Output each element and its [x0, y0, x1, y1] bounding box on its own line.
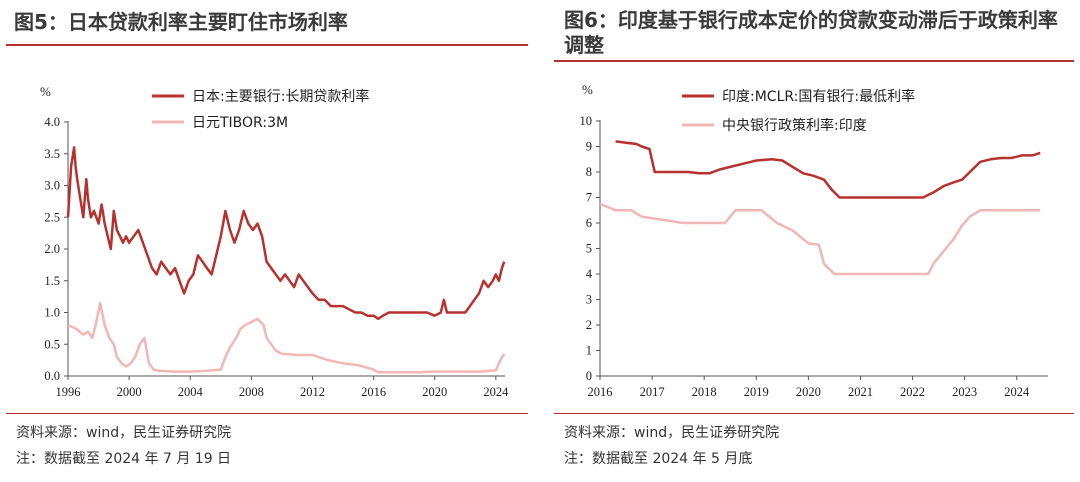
figure-title: 图5：日本贷款利率主要盯住市场利率 [14, 10, 348, 34]
x-tick-label: 2012 [300, 385, 325, 399]
y-tick-label: 2.5 [44, 210, 60, 224]
footer-rule [6, 413, 528, 414]
note-text: 注：数据截至 2024 年 7 月 19 日 [16, 451, 232, 467]
x-tick-label: 1996 [56, 385, 81, 399]
legend-label-0: 日本:主要银行:长期贷款利率 [192, 88, 369, 105]
note-text: 注：数据截至 2024 年 5 月底 [564, 451, 753, 467]
y-tick-label: 3 [586, 293, 592, 307]
series-line-1 [599, 202, 1041, 276]
x-tick-label: 2019 [744, 385, 769, 399]
y-tick-label: 9 [586, 140, 592, 154]
y-tick-label: 6 [586, 216, 592, 230]
y-tick-label: 2.0 [44, 242, 60, 256]
y-tick-label: 2 [586, 318, 592, 332]
x-tick-label: 2016 [588, 385, 613, 399]
y-tick-label: 0 [586, 369, 592, 383]
y-tick-label: 3.5 [44, 147, 60, 161]
title-rule [6, 44, 528, 46]
y-tick-label: 3.0 [44, 179, 60, 193]
figure-title: 图6：印度基于银行成本定价的贷款变动滞后于政策利率调整 [564, 8, 1058, 57]
legend-label-1: 日元TIBOR:3M [192, 115, 288, 131]
source-text: 资料来源：wind，民生证券研究院 [564, 425, 780, 441]
series-line-0 [66, 146, 506, 321]
legend-label-0: 印度:MCLR:国有银行:最低利率 [722, 88, 915, 105]
chart-panel-india: 图6：印度基于银行成本定价的贷款变动滞后于政策利率调整 % 印度:MCLR:国有银… [548, 0, 1080, 482]
y-tick-label: 4 [586, 267, 593, 281]
y-unit-label: % [40, 84, 51, 99]
y-tick-label: 8 [586, 165, 592, 179]
x-tick-label: 2017 [640, 385, 665, 399]
x-tick-label: 2008 [239, 385, 264, 399]
y-tick-label: 0.5 [44, 337, 60, 351]
x-tick-label: 2021 [848, 385, 873, 399]
y-unit-label: % [582, 82, 593, 97]
x-tick-label: 2023 [952, 385, 977, 399]
x-tick-label: 2020 [796, 385, 821, 399]
y-tick-label: 1.5 [44, 274, 60, 288]
x-tick-label: 2018 [692, 385, 717, 399]
x-tick-label: 2024 [1004, 385, 1030, 399]
footer-rule [554, 413, 1074, 414]
x-tick-label: 2000 [117, 385, 142, 399]
x-tick-label: 2022 [900, 385, 925, 399]
source-text: 资料来源：wind，民生证券研究院 [16, 425, 232, 441]
x-tick-label: 2016 [361, 385, 386, 399]
x-tick-label: 2004 [178, 385, 204, 399]
y-tick-label: 7 [586, 191, 592, 205]
series-line-0 [615, 140, 1041, 199]
y-tick-label: 1 [586, 344, 592, 358]
chart-panel-japan: 图5：日本贷款利率主要盯住市场利率 % 日本:主要银行:长期贷款利率 日元TIBOR… [0, 0, 535, 482]
series-line-1 [67, 301, 506, 374]
title-rule [554, 60, 1074, 62]
y-tick-label: 10 [580, 114, 593, 128]
x-tick-label: 2020 [422, 385, 447, 399]
y-tick-label: 0.0 [44, 369, 60, 383]
legend-label-1: 中央银行政策利率:印度 [722, 117, 867, 134]
y-tick-label: 5 [586, 242, 592, 256]
x-tick-label: 2024 [483, 385, 509, 399]
y-tick-label: 1.0 [44, 306, 60, 320]
y-tick-label: 4.0 [44, 115, 60, 129]
